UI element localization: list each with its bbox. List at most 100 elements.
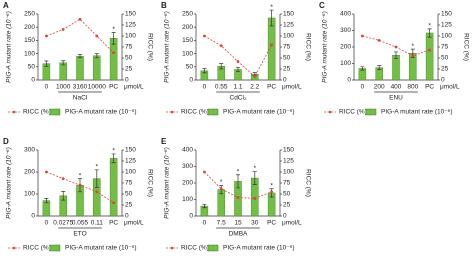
x-tick-label: PC bbox=[109, 84, 118, 91]
panel-label: E bbox=[161, 137, 167, 146]
y2-tick-label: 50 bbox=[125, 55, 133, 62]
error-bar bbox=[111, 32, 116, 45]
ricc-point bbox=[112, 201, 115, 205]
y-tick-label: 150 bbox=[24, 37, 35, 44]
x-tick-label: 0.055 bbox=[72, 220, 89, 227]
y2-tick-label: 0 bbox=[125, 77, 129, 84]
y-tick-label: 250 bbox=[24, 11, 35, 18]
ricc-point bbox=[78, 17, 82, 21]
x-tick-label: 0.0275 bbox=[53, 220, 73, 227]
x-tick-label: 7.5 bbox=[217, 220, 226, 227]
panel-label: B bbox=[161, 1, 167, 10]
x-tick-label: 1.1 bbox=[233, 84, 242, 91]
x-tick-label: 2.2 bbox=[250, 84, 259, 91]
bar bbox=[59, 62, 67, 81]
error-bar bbox=[427, 28, 432, 38]
ricc-point bbox=[78, 183, 82, 187]
ricc-point bbox=[219, 187, 223, 191]
x-tick-label: 15 bbox=[234, 220, 242, 227]
y2-axis-label: RICC (%) bbox=[462, 33, 469, 61]
x-tick-label: 0.55 bbox=[215, 84, 228, 91]
error-bar bbox=[394, 51, 398, 59]
legend-swatch bbox=[207, 108, 219, 116]
x-tick-label: 3160 bbox=[73, 84, 88, 91]
y2-tick-label: 25 bbox=[125, 66, 133, 73]
panel-label: C bbox=[319, 1, 325, 10]
y2-tick-label: 0 bbox=[283, 213, 287, 220]
x-unit-label: μmol/L bbox=[124, 220, 144, 227]
y2-tick-label: 125 bbox=[441, 22, 452, 29]
ricc-point bbox=[61, 28, 65, 31]
bar bbox=[425, 32, 434, 81]
legend-label: RICC (%) bbox=[339, 109, 367, 116]
x-tick-label: 800 bbox=[407, 84, 418, 91]
error-bar bbox=[360, 66, 365, 71]
error-bar bbox=[78, 54, 82, 59]
significance: * bbox=[112, 148, 115, 155]
y2-tick-label: 75 bbox=[125, 180, 133, 187]
error-bar bbox=[202, 204, 207, 209]
y2-tick-label: 100 bbox=[283, 33, 294, 40]
ricc-line bbox=[46, 18, 114, 54]
ricc-point bbox=[236, 60, 240, 63]
x-tick-label: PC bbox=[425, 84, 434, 91]
ricc-point bbox=[394, 45, 398, 49]
legend-swatch bbox=[207, 244, 219, 252]
y2-axis-label: RICC (%) bbox=[146, 169, 153, 197]
y2-axis-label: RICC (%) bbox=[304, 169, 311, 197]
y2-tick-label: 0 bbox=[283, 77, 287, 84]
error-bar bbox=[219, 63, 224, 70]
x-tick-label: PC bbox=[267, 84, 276, 91]
y2-tick-label: 75 bbox=[441, 44, 449, 51]
error-bar bbox=[111, 153, 116, 164]
y2-tick-label: 25 bbox=[441, 66, 449, 73]
error-bar bbox=[269, 9, 274, 27]
y2-tick-label: 150 bbox=[125, 147, 136, 154]
legend-swatch bbox=[49, 244, 61, 252]
ricc-point bbox=[270, 190, 273, 194]
y-axis-label: PIG-A mutant rate (10⁻⁶) bbox=[322, 11, 329, 83]
y2-tick-label: 125 bbox=[283, 22, 294, 29]
bar bbox=[76, 56, 84, 81]
y2-axis-label: RICC (%) bbox=[304, 33, 311, 61]
y-tick-label: 250 bbox=[182, 11, 193, 18]
y-tick-label: 100 bbox=[182, 50, 193, 57]
y-tick-label: 200 bbox=[182, 180, 193, 187]
ricc-point bbox=[270, 43, 273, 47]
x-tick-label: 0 bbox=[203, 220, 207, 227]
y2-tick-label: 50 bbox=[283, 55, 291, 62]
bar bbox=[392, 55, 400, 81]
ricc-point bbox=[203, 170, 206, 174]
y-axis-label: PIG-A mutant rate (10⁻⁶) bbox=[164, 147, 171, 219]
ricc-point bbox=[253, 75, 257, 78]
y-tick-label: 0 bbox=[347, 77, 351, 84]
x-tick-label: 0 bbox=[361, 84, 365, 91]
y2-tick-label: 150 bbox=[283, 11, 294, 18]
y-axis-label: PIG-A mutant rate (10⁻⁶) bbox=[6, 11, 13, 83]
ricc-point bbox=[112, 51, 115, 55]
ricc-point bbox=[377, 39, 381, 42]
y-tick-label: 200 bbox=[182, 24, 193, 31]
y-tick-label: 0 bbox=[189, 77, 193, 84]
legend-swatch bbox=[49, 108, 61, 116]
y2-tick-label: 150 bbox=[441, 11, 452, 18]
significance: * bbox=[270, 4, 273, 11]
legend-label: RICC (%) bbox=[181, 245, 209, 252]
significance: * bbox=[220, 179, 223, 186]
significance: * bbox=[112, 26, 115, 33]
legend-label: PIG-A mutant rate (10⁻⁶) bbox=[381, 109, 453, 116]
y-tick-label: 0 bbox=[31, 77, 35, 84]
group-label: ENU bbox=[389, 95, 403, 102]
legend-swatch bbox=[365, 108, 377, 116]
x-tick-label: 1000 bbox=[56, 84, 71, 91]
ricc-point bbox=[219, 44, 223, 48]
y-tick-label: 400 bbox=[340, 11, 351, 18]
error-bar bbox=[252, 171, 257, 185]
panel-label: A bbox=[3, 1, 9, 10]
y-tick-label: 200 bbox=[340, 44, 351, 51]
group-label: CdCl₂ bbox=[230, 95, 247, 102]
y2-tick-label: 25 bbox=[125, 202, 133, 209]
